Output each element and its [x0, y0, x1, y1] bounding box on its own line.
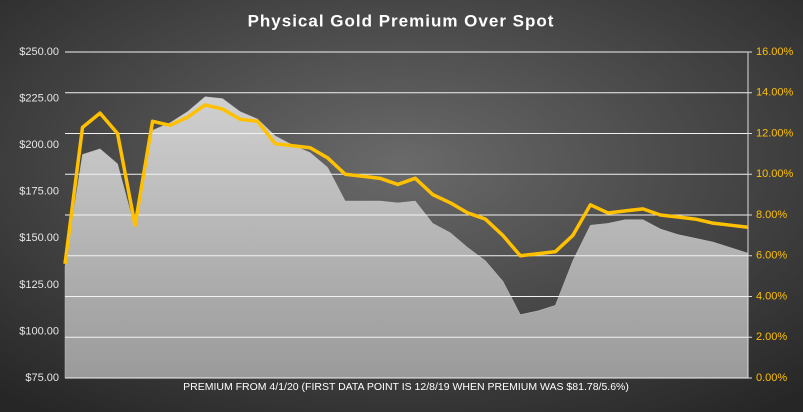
y-tick-label: $225.00 — [19, 92, 59, 104]
y2-tick-label: 10.00% — [756, 168, 794, 180]
y2-tick-label: 4.00% — [756, 290, 787, 302]
y2-tick-label: 12.00% — [756, 127, 794, 139]
y-tick-label: $200.00 — [19, 139, 59, 151]
chart-title: Physical Gold Premium Over Spot — [248, 11, 555, 30]
y-tick-label: $150.00 — [19, 232, 59, 244]
y-tick-label: $75.00 — [25, 372, 59, 384]
y2-tick-label: 16.00% — [756, 46, 794, 58]
y2-tick-label: 0.00% — [756, 372, 787, 384]
y-tick-label: $125.00 — [19, 279, 59, 291]
y2-tick-label: 14.00% — [756, 87, 794, 99]
y2-tick-label: 8.00% — [756, 209, 787, 221]
line — [63, 103, 749, 265]
y-tick-label: $100.00 — [19, 325, 59, 337]
area — [64, 96, 749, 379]
y-tick-label: $250.00 — [19, 46, 59, 58]
x-axis-label: PREMIUM FROM 4/1/20 (FIRST DATA POINT IS… — [183, 381, 629, 393]
y-tick-label: $175.00 — [19, 186, 59, 198]
y2-tick-label: 6.00% — [756, 250, 787, 262]
y2-tick-label: 2.00% — [756, 331, 787, 343]
